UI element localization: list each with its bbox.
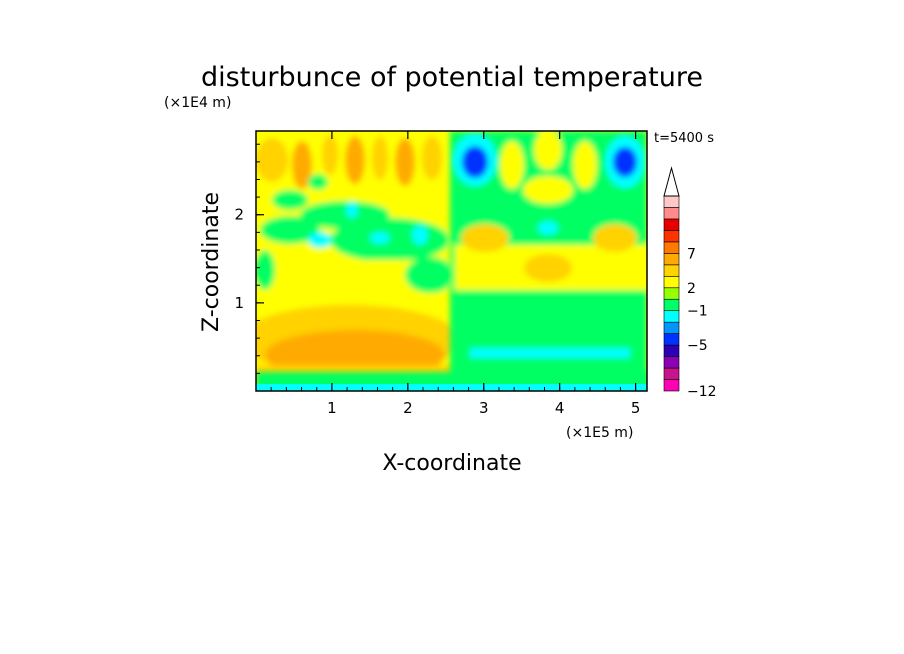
- colorbar-swatch: [663, 379, 680, 392]
- time-label: t=5400 s: [654, 131, 714, 146]
- y-axis-label: Z-coordinate: [199, 192, 224, 332]
- colorbar-swatch: [663, 321, 680, 334]
- colorbar-swatch: [663, 195, 680, 208]
- colorbar-swatch: [663, 367, 680, 380]
- colorbar-swatch: [663, 264, 680, 277]
- y-tick-label: 2: [234, 206, 244, 224]
- x-unit-label: (×1E5 m): [566, 425, 633, 441]
- chart-title: disturbunce of potential temperature: [201, 62, 703, 93]
- x-axis-ticks: 1 2 3 4 5: [270, 131, 641, 417]
- colorbar-label: 7: [687, 246, 696, 262]
- colorbar-label: −5: [687, 338, 708, 354]
- x-tick-label: 3: [479, 399, 489, 417]
- colorbar-swatch: [663, 298, 680, 312]
- colorbar-label: −1: [687, 304, 708, 320]
- colorbar-swatch: [663, 230, 680, 243]
- contour-field: [256, 131, 647, 391]
- colorbar-label: 2: [687, 281, 696, 297]
- y-axis-ticks: 12: [234, 143, 264, 374]
- plot-frame: [255, 130, 648, 392]
- colorbar: −12−5−127: [663, 166, 717, 400]
- colorbar-swatch: [663, 287, 680, 300]
- colorbar-swatch: [663, 310, 680, 323]
- colorbar-swatch: [663, 344, 680, 357]
- colorbar-swatch: [663, 356, 680, 369]
- colorbar-swatch: [663, 253, 680, 266]
- x-tick-label: 4: [555, 399, 565, 417]
- colorbar-label: −12: [687, 384, 717, 400]
- y-unit-label: (×1E4 m): [164, 95, 231, 111]
- colorbar-swatch: [663, 275, 680, 289]
- colorbar-extend-arrow: [663, 166, 680, 197]
- x-tick-label: 1: [327, 399, 337, 417]
- x-tick-label: 2: [403, 399, 413, 417]
- colorbar-swatch: [663, 207, 680, 220]
- colorbar-swatch: [663, 241, 680, 254]
- x-axis-label: X-coordinate: [382, 451, 521, 476]
- colorbar-swatch: [663, 333, 680, 346]
- colorbar-swatch: [663, 218, 680, 231]
- y-tick-label: 1: [234, 294, 244, 312]
- x-tick-label: 5: [631, 399, 641, 417]
